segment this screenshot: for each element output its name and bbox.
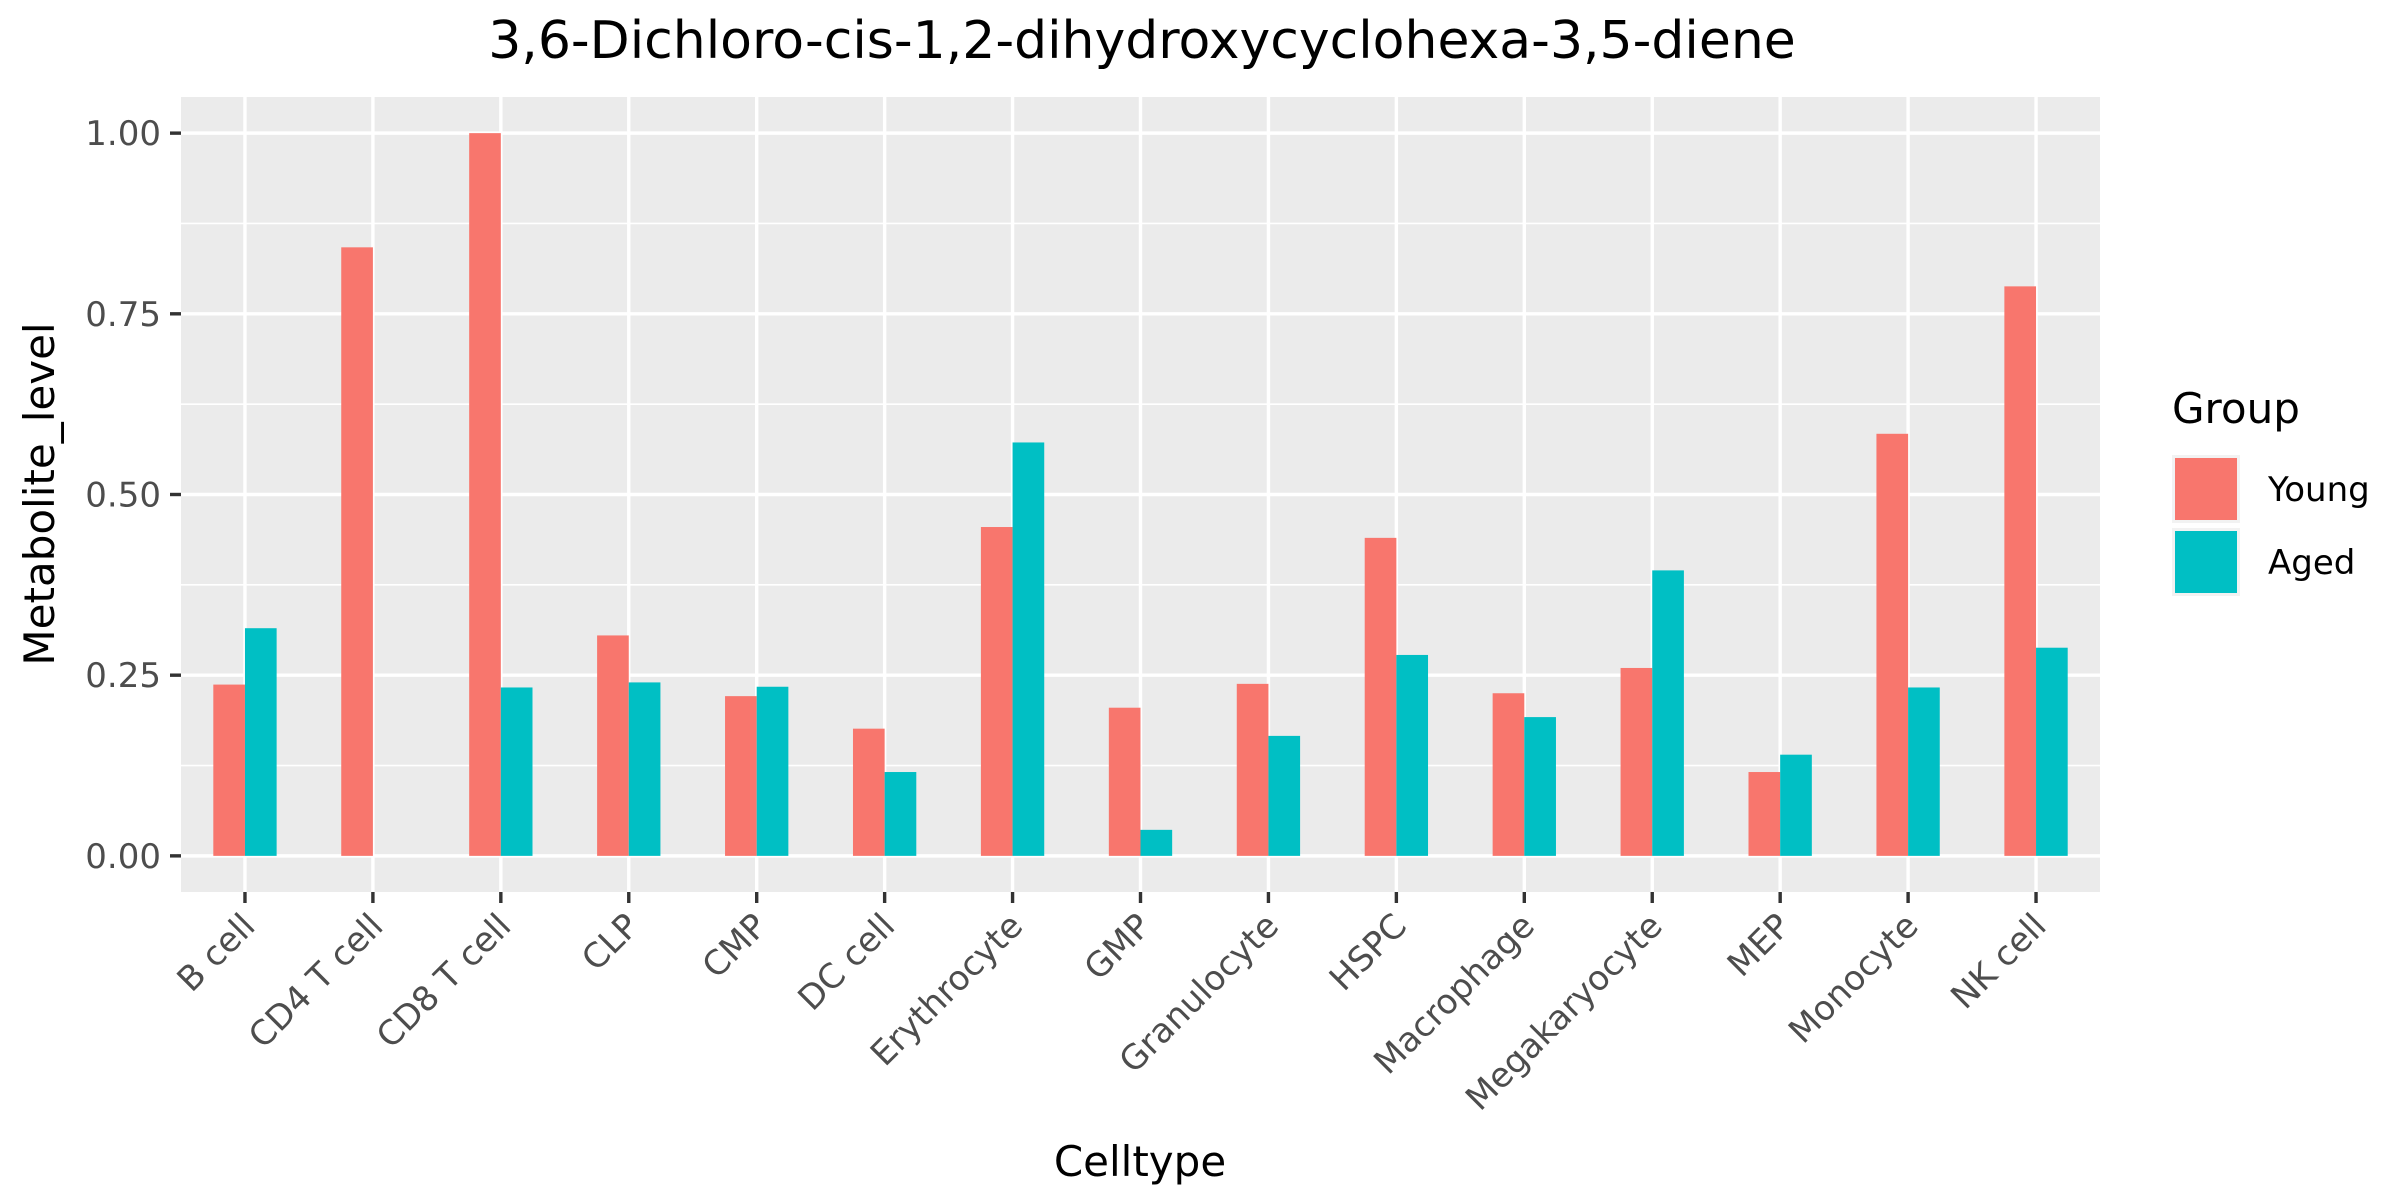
y-axis: 0.00 0.25 0.50 0.75 1.00 — [85, 114, 181, 877]
x-tick-label: CMP — [695, 906, 775, 986]
bar-young-dc-cell — [852, 728, 885, 856]
bar-aged-b-cell — [244, 628, 277, 856]
bar-aged-clp — [628, 682, 661, 856]
x-tick-label: CLP — [574, 906, 647, 979]
bar-aged-erythrocyte — [1012, 442, 1045, 856]
y-tick-label: 0.00 — [85, 837, 161, 877]
bar-young-cmp — [725, 696, 757, 856]
bar-aged-mep — [1780, 754, 1812, 856]
bar-young-hspc — [1364, 537, 1397, 856]
legend-label-aged: Aged — [2268, 543, 2355, 583]
y-tick-label: 0.50 — [85, 476, 161, 516]
bar-aged-macrophage — [1524, 717, 1556, 856]
x-tick-label: NK cell — [1943, 906, 2054, 1017]
bar-young-gmp — [1108, 707, 1141, 856]
bar-aged-granulocyte — [1268, 735, 1301, 856]
bar-young-cd8-t-cell — [469, 133, 501, 856]
y-axis-title: Metabolite_level — [15, 322, 64, 665]
x-tick-label: CD8 T cell — [369, 906, 519, 1056]
bar-aged-dc-cell — [884, 772, 917, 856]
bar-young-megakaryocyte — [1620, 667, 1653, 856]
x-axis-title: Celltype — [1054, 1137, 1226, 1186]
y-tick-label: 1.00 — [85, 114, 161, 154]
bar-young-monocyte — [1876, 433, 1909, 856]
bar-aged-hspc — [1396, 654, 1429, 856]
x-tick-label: HSPC — [1322, 906, 1415, 999]
legend: Group Young Aged — [2172, 384, 2370, 596]
bar-young-macrophage — [1492, 693, 1525, 856]
bar-young-clp — [597, 635, 629, 856]
bar-aged-megakaryocyte — [1652, 570, 1684, 856]
x-tick-label: CD4 T cell — [241, 906, 391, 1056]
y-tick-label: 0.75 — [85, 295, 161, 335]
bar-aged-cmp — [756, 686, 789, 856]
bar-young-erythrocyte — [980, 527, 1013, 856]
x-tick-label: B cell — [170, 906, 264, 1000]
bar-aged-monocyte — [1908, 687, 1940, 856]
x-tick-label: MEP — [1720, 906, 1799, 985]
x-tick-label: DC cell — [790, 906, 903, 1019]
x-tick-label: GMP — [1077, 906, 1159, 988]
legend-key-aged — [2175, 531, 2237, 593]
legend-key-young — [2175, 458, 2237, 520]
bar-young-nk-cell — [2004, 286, 2037, 856]
bar-aged-nk-cell — [2036, 647, 2068, 856]
bar-aged-cd8-t-cell — [500, 687, 533, 856]
bar-aged-gmp — [1140, 829, 1173, 856]
y-tick-label: 0.25 — [85, 656, 161, 696]
bar-young-granulocyte — [1236, 683, 1269, 856]
bar-young-b-cell — [213, 684, 245, 856]
bar-young-cd4-t-cell — [341, 247, 373, 856]
bars — [213, 133, 2068, 856]
legend-label-young: Young — [2267, 470, 2370, 510]
legend-title: Group — [2172, 384, 2300, 433]
chart-title: 3,6-Dichloro-cis-1,2-dihydroxycyclohexa-… — [488, 11, 1796, 71]
x-tick-label: Monocyte — [1781, 906, 1926, 1051]
bar-young-mep — [1748, 772, 1781, 856]
